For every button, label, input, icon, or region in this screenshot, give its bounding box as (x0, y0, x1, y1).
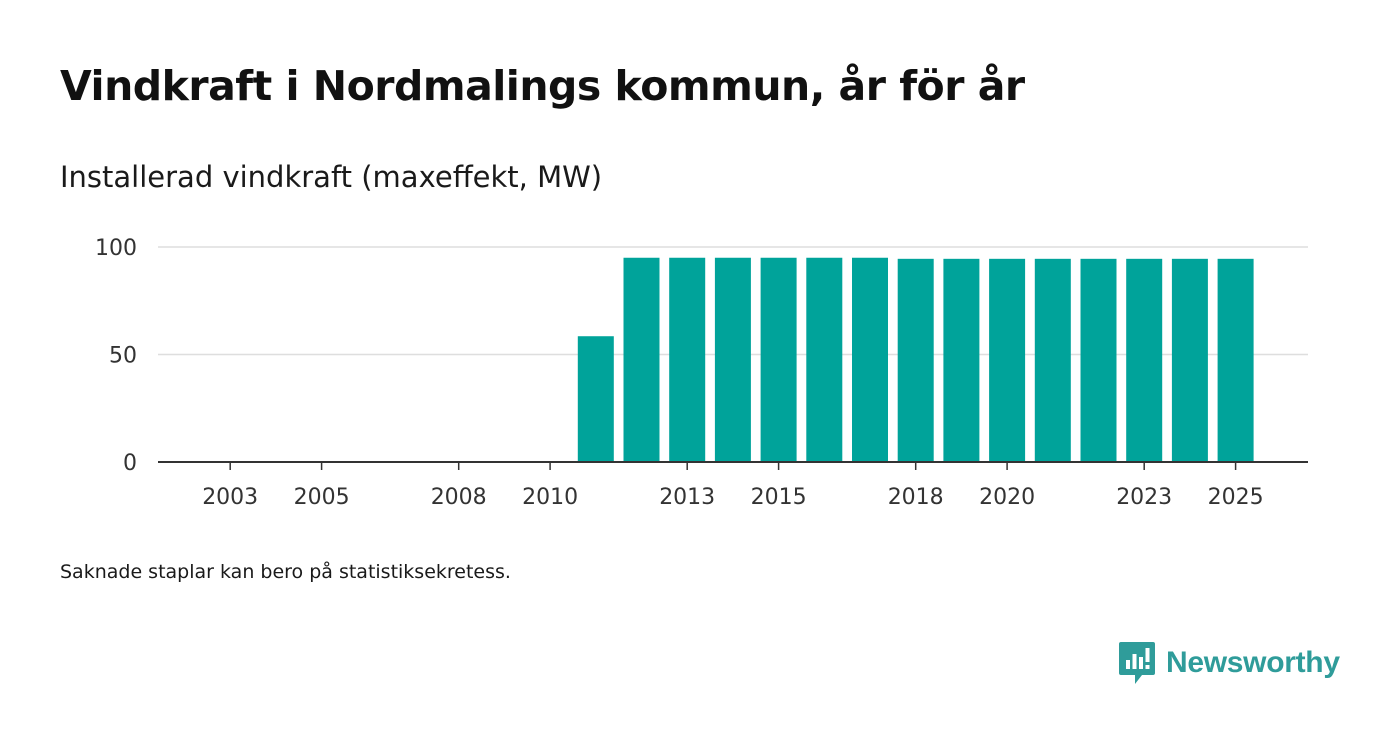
y-axis-ticks: 0 50 100 (95, 236, 137, 476)
x-tick-label: 2005 (294, 485, 350, 510)
bar-2018[interactable] (897, 258, 934, 462)
bar-2023[interactable] (1126, 258, 1163, 462)
x-axis-ticks: 2003 2005 2008 2010 2013 2015 2018 2020 2023 2025 (202, 462, 1264, 510)
newsworthy-logo-icon (1119, 642, 1155, 684)
bar-2022[interactable] (1080, 258, 1117, 462)
x-tick-label: 2015 (751, 485, 807, 510)
y-tick-label: 100 (95, 236, 137, 261)
bars (577, 257, 1254, 462)
bar-2024[interactable] (1171, 258, 1208, 462)
bar-2013[interactable] (669, 257, 706, 462)
footnote: Saknade staplar kan bero på statistiksek… (60, 561, 511, 583)
newsworthy-logo[interactable]: Newsworthy (1118, 640, 1340, 686)
x-tick-label: 2023 (1116, 485, 1172, 510)
bar-2021[interactable] (1034, 258, 1071, 462)
chart-title: Vindkraft i Nordmalings kommun, år för å… (60, 62, 1025, 110)
chart-subtitle: Installerad vindkraft (maxeffekt, MW) (60, 160, 603, 194)
bar-2014[interactable] (714, 257, 751, 462)
bar-2019[interactable] (943, 258, 980, 462)
x-tick-label: 2013 (659, 485, 715, 510)
bar-2015[interactable] (760, 257, 797, 462)
x-tick-label: 2010 (522, 485, 578, 510)
bar-2020[interactable] (989, 258, 1026, 462)
x-tick-label: 2008 (431, 485, 487, 510)
x-tick-label: 2018 (888, 485, 944, 510)
bar-2011[interactable] (577, 336, 614, 462)
y-tick-label: 50 (109, 344, 137, 369)
y-tick-label: 0 (123, 451, 137, 476)
bar-2012[interactable] (623, 257, 660, 462)
bar-2025[interactable] (1217, 258, 1254, 462)
bar-2016[interactable] (806, 257, 843, 462)
bar-2017[interactable] (852, 257, 888, 462)
brand-name: Newsworthy (1166, 646, 1340, 679)
x-tick-label: 2020 (979, 485, 1035, 510)
x-tick-label: 2003 (202, 485, 258, 510)
x-tick-label: 2025 (1208, 485, 1264, 510)
